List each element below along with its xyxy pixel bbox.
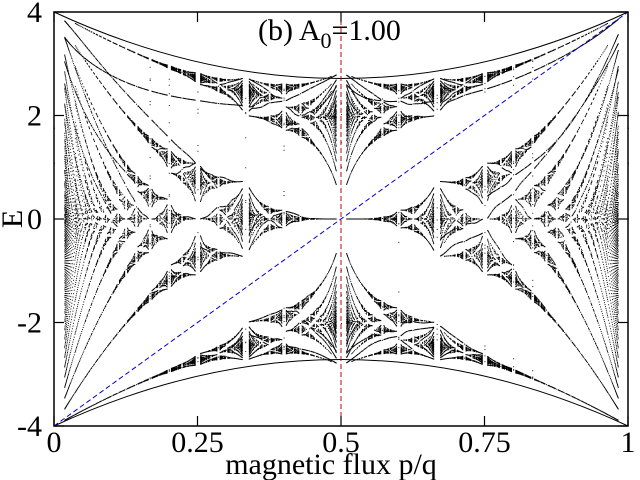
x-axis-label: magnetic flux p/q: [225, 448, 437, 480]
title-prefix: (b) A: [258, 14, 321, 47]
chart-title: (b) A0=1.00: [258, 14, 401, 53]
y-tick-label: -2: [17, 307, 42, 340]
reference-lines: [53, 11, 629, 427]
y-tick-label: 2: [27, 100, 42, 133]
x-tick-label: 0.25: [171, 426, 224, 459]
y-tick-label: 4: [27, 0, 42, 29]
x-tick-label: 0.5: [322, 426, 360, 459]
x-tick-label: 1: [621, 426, 636, 459]
title-suffix: =1.00: [332, 14, 401, 47]
y-tick-label: -4: [17, 410, 42, 443]
y-tick-label: 0: [27, 203, 42, 236]
title-subscript: 0: [321, 28, 332, 53]
x-axis-ticks: 0 0.25 0.5 0.75 1: [47, 12, 636, 459]
y-axis-label: E: [0, 210, 29, 228]
diagonal-reference-line: [53, 11, 629, 427]
x-tick-label: 0: [47, 426, 62, 459]
x-tick-label: 0.75: [458, 426, 511, 459]
y-axis-ticks: -4 -2 0 2 4: [17, 0, 628, 443]
